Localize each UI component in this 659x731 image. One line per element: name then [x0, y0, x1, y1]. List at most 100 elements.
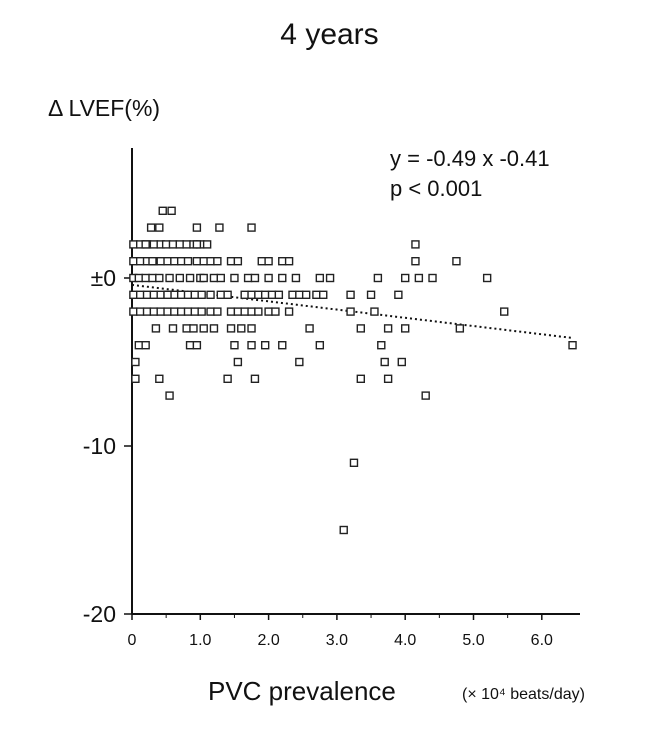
data-point — [233, 357, 243, 367]
data-point — [411, 240, 420, 249]
data-point — [291, 273, 301, 283]
x-tick-label: 3.0 — [326, 632, 348, 649]
data-point — [129, 240, 138, 249]
data-point — [267, 290, 277, 299]
data-point — [264, 273, 273, 283]
x-tick-label: 0 — [128, 632, 137, 649]
data-point — [155, 273, 164, 283]
data-point — [380, 357, 389, 367]
data-point — [155, 374, 164, 383]
data-point — [155, 223, 164, 232]
data-point — [149, 290, 159, 299]
data-point — [209, 273, 219, 283]
data-point — [223, 290, 232, 299]
data-point — [284, 307, 294, 316]
data-point — [176, 307, 186, 316]
data-point — [213, 257, 222, 266]
data-point — [192, 223, 202, 232]
data-point — [394, 290, 403, 299]
data-point — [346, 290, 355, 299]
x-tick-label: 6.0 — [531, 632, 553, 649]
regression-equation: y = -0.49 x -0.41 — [390, 146, 550, 171]
data-point — [142, 307, 152, 316]
data-point — [141, 273, 150, 283]
data-point — [373, 273, 383, 283]
data-point — [170, 290, 179, 299]
y-tick-label: ±0 — [91, 265, 116, 291]
data-point — [183, 307, 193, 316]
data-point — [339, 525, 348, 535]
chart-title: 4 years — [280, 18, 379, 51]
data-point — [206, 257, 215, 266]
data-point — [176, 257, 186, 266]
data-point — [146, 223, 156, 232]
data-point — [278, 273, 287, 283]
data-point — [278, 341, 287, 350]
data-point — [250, 273, 260, 283]
data-point — [156, 307, 165, 316]
data-point — [247, 290, 256, 299]
data-point — [206, 307, 215, 316]
data-point — [185, 273, 195, 283]
data-point — [230, 273, 239, 283]
data-point — [202, 240, 212, 249]
data-point — [129, 257, 138, 266]
data-point — [397, 357, 406, 367]
data-point — [165, 391, 174, 400]
data-point — [185, 341, 195, 350]
x-tick-label: 2.0 — [257, 632, 279, 649]
data-point — [247, 324, 256, 333]
data-point — [325, 273, 335, 283]
data-point — [346, 307, 355, 316]
x-tick-label: 1.0 — [189, 632, 211, 649]
data-point — [455, 324, 465, 333]
data-point — [129, 290, 138, 299]
data-point — [301, 290, 311, 299]
data-point — [170, 307, 179, 316]
data-point — [428, 273, 437, 283]
data-point — [260, 290, 270, 299]
data-point — [192, 341, 202, 350]
data-point — [271, 307, 280, 316]
data-point — [233, 257, 243, 266]
data-point — [134, 341, 144, 350]
data-point — [189, 324, 198, 333]
data-point — [288, 290, 297, 299]
data-point — [199, 324, 208, 333]
data-point — [383, 324, 393, 333]
data-point — [213, 307, 222, 316]
x-axis-label: PVC prevalence — [208, 676, 396, 706]
data-point — [411, 257, 420, 266]
data-point — [161, 240, 171, 249]
data-point — [370, 307, 379, 316]
data-point — [163, 290, 172, 299]
data-point — [568, 341, 577, 350]
data-point — [216, 273, 225, 283]
data-point — [134, 273, 144, 283]
data-point — [148, 273, 157, 283]
data-point — [278, 257, 287, 266]
data-point — [168, 324, 178, 333]
data-point — [190, 307, 200, 316]
data-point — [366, 290, 376, 299]
data-point — [183, 290, 193, 299]
data-point — [151, 324, 161, 333]
data-point — [401, 324, 410, 333]
data-point — [295, 290, 304, 299]
data-point — [156, 290, 165, 299]
data-point — [199, 273, 208, 283]
data-point — [163, 307, 172, 316]
data-point — [305, 324, 314, 333]
data-point — [452, 257, 461, 266]
data-point — [165, 273, 174, 283]
data-point — [414, 273, 424, 283]
data-point — [175, 240, 185, 249]
data-point — [254, 307, 263, 316]
data-point — [230, 341, 239, 350]
data-point — [315, 341, 325, 350]
data-point — [192, 257, 202, 266]
data-point — [170, 257, 179, 266]
data-point — [264, 257, 273, 266]
data-point — [421, 391, 430, 400]
